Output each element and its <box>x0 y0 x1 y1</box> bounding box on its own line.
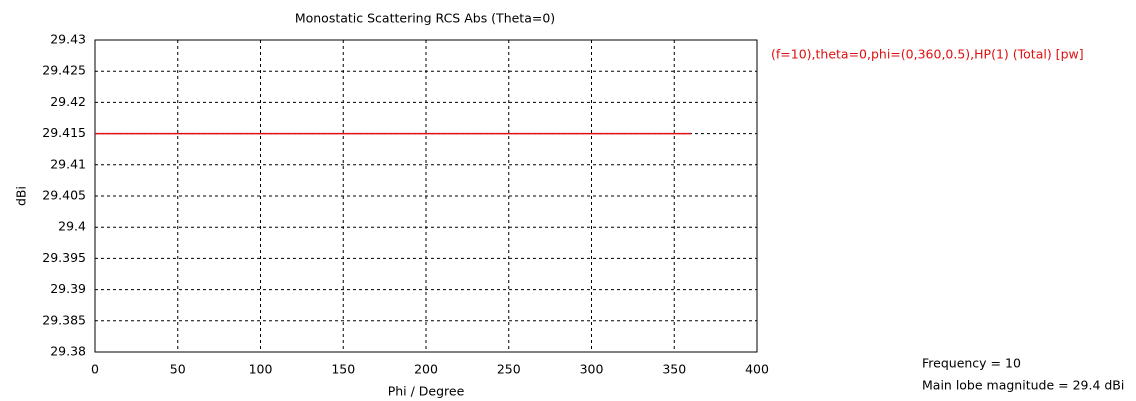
chart-title: Monostatic Scattering RCS Abs (Theta=0) <box>295 11 555 26</box>
x-tick-label: 150 <box>331 362 355 377</box>
y-tick-label: 29.42 <box>50 94 86 109</box>
y-tick-label: 29.4 <box>58 219 86 234</box>
y-tick-label: 29.385 <box>42 312 86 327</box>
x-tick-label: 350 <box>662 362 686 377</box>
x-tick-label: 100 <box>249 362 273 377</box>
annotation: Frequency = 10 <box>922 356 1021 371</box>
y-tick-label: 29.425 <box>42 63 86 78</box>
x-tick-label: 50 <box>170 362 186 377</box>
x-tick-label: 200 <box>414 362 438 377</box>
y-axis-label: dBi <box>14 186 29 206</box>
y-tick-label: 29.405 <box>42 188 86 203</box>
y-tick-label: 29.395 <box>42 250 86 265</box>
legend-label: (f=10),theta=0,phi=(0,360,0.5),HP(1) (To… <box>771 47 1084 62</box>
y-tick-label: 29.43 <box>50 32 86 47</box>
y-tick-label: 29.38 <box>50 344 86 359</box>
x-tick-label: 0 <box>91 362 99 377</box>
plot-frame <box>94 39 758 353</box>
x-tick-label: 250 <box>497 362 521 377</box>
annotation: Main lobe magnitude = 29.4 dBi <box>922 378 1124 393</box>
y-tick-label: 29.41 <box>50 156 86 171</box>
x-tick-label: 300 <box>580 362 604 377</box>
y-tick-label: 29.39 <box>50 281 86 296</box>
x-tick-label: 400 <box>745 362 769 377</box>
x-axis-label: Phi / Degree <box>388 384 465 399</box>
y-tick-label: 29.415 <box>42 125 86 140</box>
